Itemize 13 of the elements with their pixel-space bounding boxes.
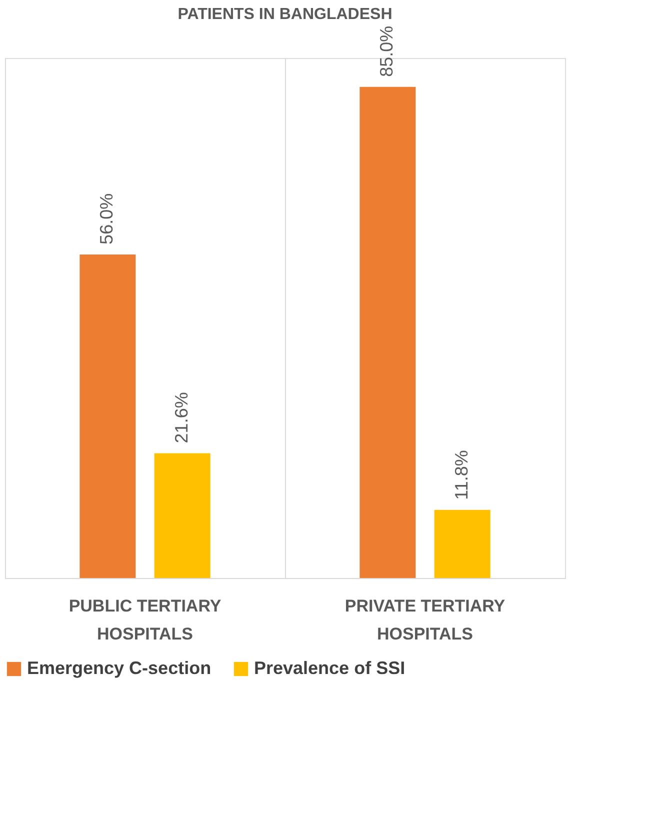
data-label: 85.0% [376,26,397,77]
data-label: 56.0% [96,193,117,244]
bar [154,453,210,578]
bar [80,254,136,578]
legend-label: Prevalence of SSI [254,658,406,678]
x-tick-label: PRIVATE TERTIARY HOSPITALS [344,596,506,644]
chart-title: PATIENTS IN BANGLADESH [178,6,392,23]
x-tick-label: PUBLIC TERTIARY HOSPITALS [68,596,222,644]
data-label: 21.6% [171,392,192,444]
bar [434,510,490,578]
bar [360,86,416,578]
data-label: 11.8% [451,450,472,500]
legend-label: Emergency C-section [27,658,212,678]
